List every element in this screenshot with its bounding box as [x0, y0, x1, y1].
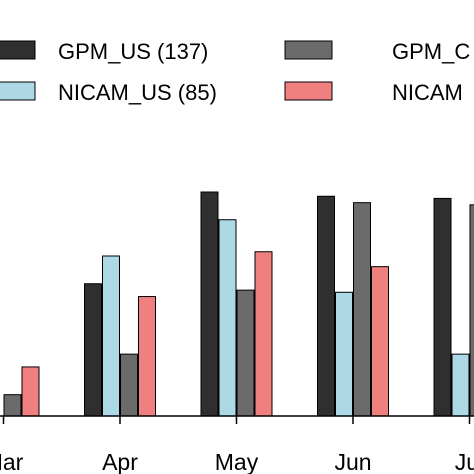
legend-swatch-nicam — [284, 81, 333, 101]
legend-label-nicam-us-85: NICAM_US (85) — [58, 80, 217, 105]
bar-gpm-us-137-apr — [84, 283, 102, 417]
legend-swatch-gpm-c — [284, 40, 333, 60]
bar-nicam-us-85-jun — [335, 291, 353, 417]
legend-label-gpm-c: GPM_C — [392, 39, 470, 64]
bar-nicam-us-85-may — [218, 219, 237, 417]
legend-swatch-gpm-us-137 — [0, 40, 36, 60]
bar-gpm-c-mar — [3, 394, 22, 417]
x-axis-ticks: Mar Apr May Jun Jul — [0, 416, 474, 474]
bar-gpm-c-jul — [469, 204, 474, 417]
x-tick-label-jun: Jun — [334, 449, 371, 474]
bar-nicam-jun — [371, 266, 389, 417]
x-tick-label-mar: Mar — [0, 449, 24, 474]
legend-label-gpm-us-137: GPM_US (137) — [58, 39, 208, 64]
legend-label-nicam: NICAM — [392, 80, 463, 105]
x-tick-label-apr: Apr — [102, 449, 138, 474]
bar-gpm-us-137-may — [200, 191, 219, 417]
bars — [3, 191, 474, 417]
legend-swatch-nicam-us-85 — [0, 81, 36, 101]
x-tick-label-jul: Jul — [455, 449, 474, 474]
bar-nicam-us-85-jul — [451, 353, 470, 417]
bar-gpm-us-137-jul — [433, 197, 452, 417]
bar-gpm-c-may — [236, 289, 255, 417]
bar-gpm-us-137-jun — [317, 195, 335, 417]
x-tick-label-may: May — [215, 449, 259, 474]
bar-nicam-may — [254, 251, 273, 417]
bar-nicam-mar — [21, 366, 40, 417]
bar-nicam-us-85-apr — [102, 255, 120, 417]
legend: GPM_US (137) NICAM_US (85) GPM_C NICAM — [0, 39, 470, 105]
bar-gpm-c-apr — [120, 353, 138, 417]
bar-nicam-apr — [138, 296, 156, 417]
bar-gpm-c-jun — [353, 202, 371, 417]
